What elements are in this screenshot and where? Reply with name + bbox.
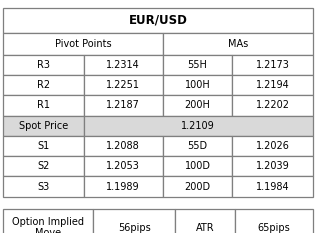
Text: 1.2251: 1.2251 [106,80,140,90]
Bar [3,55,84,75]
Bar [232,136,313,156]
Text: Pivot Points: Pivot Points [55,39,111,49]
Text: 1.2173: 1.2173 [256,60,289,70]
Bar [163,55,232,75]
Text: 1.2187: 1.2187 [106,100,140,110]
Bar [232,75,313,95]
Text: 1.2026: 1.2026 [256,141,289,151]
Bar [163,33,313,55]
Text: R3: R3 [37,60,50,70]
Text: Option Implied
Move: Option Implied Move [12,217,84,233]
Text: 100H: 100H [185,80,210,90]
Bar [84,116,313,136]
Bar [3,75,84,95]
Bar [84,176,163,197]
Bar [232,55,313,75]
Text: 1.2088: 1.2088 [106,141,140,151]
Text: 1.2202: 1.2202 [256,100,289,110]
Text: 200H: 200H [185,100,210,110]
Bar [163,156,232,176]
Bar [3,8,313,33]
Text: ATR: ATR [196,223,215,233]
Bar [84,75,163,95]
Text: 1.2194: 1.2194 [256,80,289,90]
Bar [163,176,232,197]
Text: 1.2053: 1.2053 [106,161,140,171]
Bar [93,209,175,233]
Text: R2: R2 [37,80,50,90]
Bar [3,209,93,233]
Bar [84,156,163,176]
Text: 55D: 55D [187,141,208,151]
Bar [232,95,313,116]
Text: EUR/USD: EUR/USD [129,14,187,27]
Text: R1: R1 [37,100,50,110]
Bar [3,116,84,136]
Bar [163,95,232,116]
Text: 1.2109: 1.2109 [181,121,215,131]
Bar [3,136,84,156]
Text: 1.1989: 1.1989 [106,182,140,192]
Bar [232,156,313,176]
Bar [84,95,163,116]
Bar [163,75,232,95]
Bar [3,33,163,55]
Bar [84,136,163,156]
Text: S3: S3 [37,182,50,192]
Text: 1.2314: 1.2314 [106,60,140,70]
Text: 55H: 55H [188,60,207,70]
Bar [3,95,84,116]
Text: 1.2039: 1.2039 [256,161,289,171]
Text: 1.1984: 1.1984 [256,182,289,192]
Bar [163,136,232,156]
Bar [84,55,163,75]
Text: Spot Price: Spot Price [19,121,68,131]
Text: MAs: MAs [228,39,248,49]
Text: 56pips: 56pips [118,223,151,233]
Bar [3,176,84,197]
Text: S1: S1 [37,141,50,151]
Text: 200D: 200D [185,182,210,192]
Text: S2: S2 [37,161,50,171]
Text: 100D: 100D [185,161,210,171]
Bar [235,209,313,233]
Text: 65pips: 65pips [258,223,290,233]
Bar [3,156,84,176]
Bar [175,209,235,233]
Bar [232,176,313,197]
